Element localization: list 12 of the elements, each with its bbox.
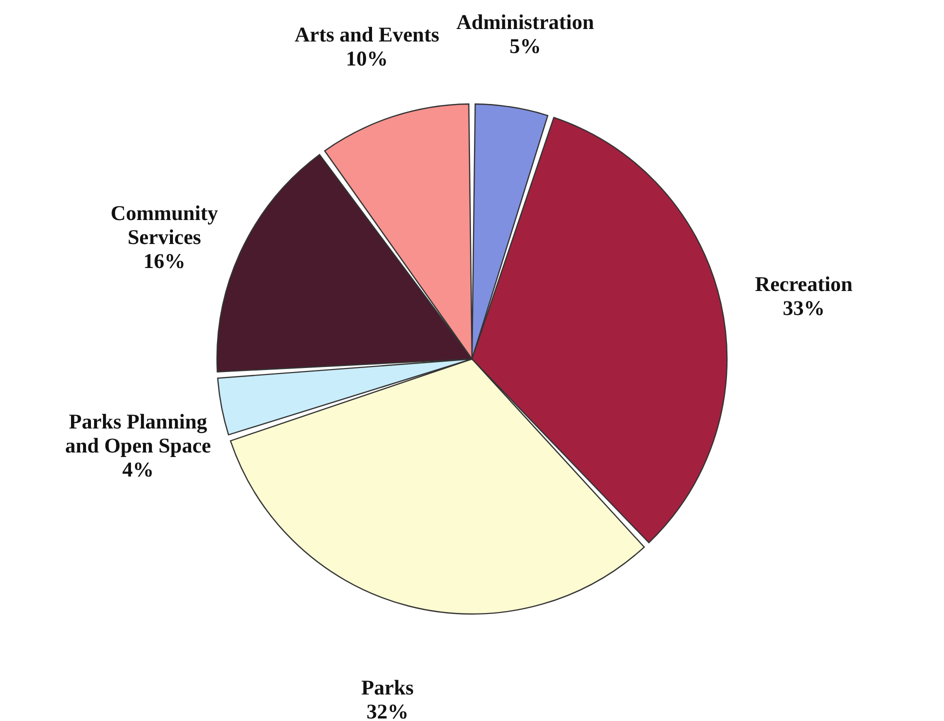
slice-label: Community Services	[110, 201, 219, 250]
slice-label: Parks Planning and Open Space	[65, 410, 211, 458]
data-label: 32%	[366, 699, 408, 721]
slice-label: Parks	[361, 675, 414, 700]
data-label: 10%	[346, 46, 388, 71]
slice-label: Administration	[456, 10, 594, 34]
data-label: 16%	[143, 249, 186, 274]
slice-label: Recreation	[755, 272, 853, 296]
data-label: 4%	[122, 458, 154, 482]
data-label: 33%	[782, 296, 825, 320]
data-label: 5%	[509, 34, 541, 58]
slice-label: Arts and Events	[294, 22, 440, 47]
